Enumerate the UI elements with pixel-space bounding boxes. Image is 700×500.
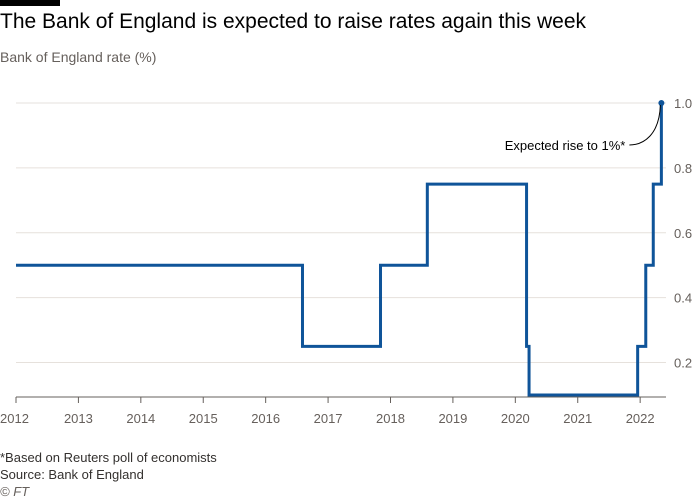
- x-tick-label: 2014: [126, 411, 155, 426]
- x-tick-label: 2018: [376, 411, 405, 426]
- x-tick-label: 2017: [314, 411, 343, 426]
- y-tick-label: 0.6: [674, 226, 692, 241]
- rate-step-line: [16, 103, 663, 397]
- x-tick-label: 2020: [501, 411, 530, 426]
- x-tick-label: 2015: [189, 411, 218, 426]
- annotation-label: Expected rise to 1%*: [505, 138, 626, 153]
- y-tick-label: 0.4: [674, 291, 692, 306]
- x-tick-label: 2021: [563, 411, 592, 426]
- x-tick-label: 2013: [64, 411, 93, 426]
- source-note: Source: Bank of England: [0, 467, 144, 482]
- footer: *Based on Reuters poll of economists Sou…: [0, 449, 217, 500]
- x-tick-label: 2012: [0, 411, 29, 426]
- top-accent-bar: [0, 0, 60, 6]
- chart-title: The Bank of England is expected to raise…: [0, 10, 587, 33]
- expected-rate-marker: [658, 100, 665, 106]
- y-tick-label: 0.2: [674, 356, 692, 371]
- line-chart: 0.2 0.4 0.6 0.8 1.0 2012 2013 2014 2015 2016 2017 2…: [0, 96, 692, 426]
- x-tick-label: 2016: [251, 411, 280, 426]
- footnote: *Based on Reuters poll of economists: [0, 450, 217, 465]
- copyright: © FT: [0, 484, 30, 499]
- annotation-connector: [629, 104, 661, 146]
- x-tick-label: 2022: [626, 411, 655, 426]
- y-tick-label: 1.0: [674, 96, 692, 111]
- y-tick-label: 0.8: [674, 161, 692, 176]
- x-tick-label: 2019: [438, 411, 467, 426]
- chart-subtitle: Bank of England rate (%): [0, 49, 157, 65]
